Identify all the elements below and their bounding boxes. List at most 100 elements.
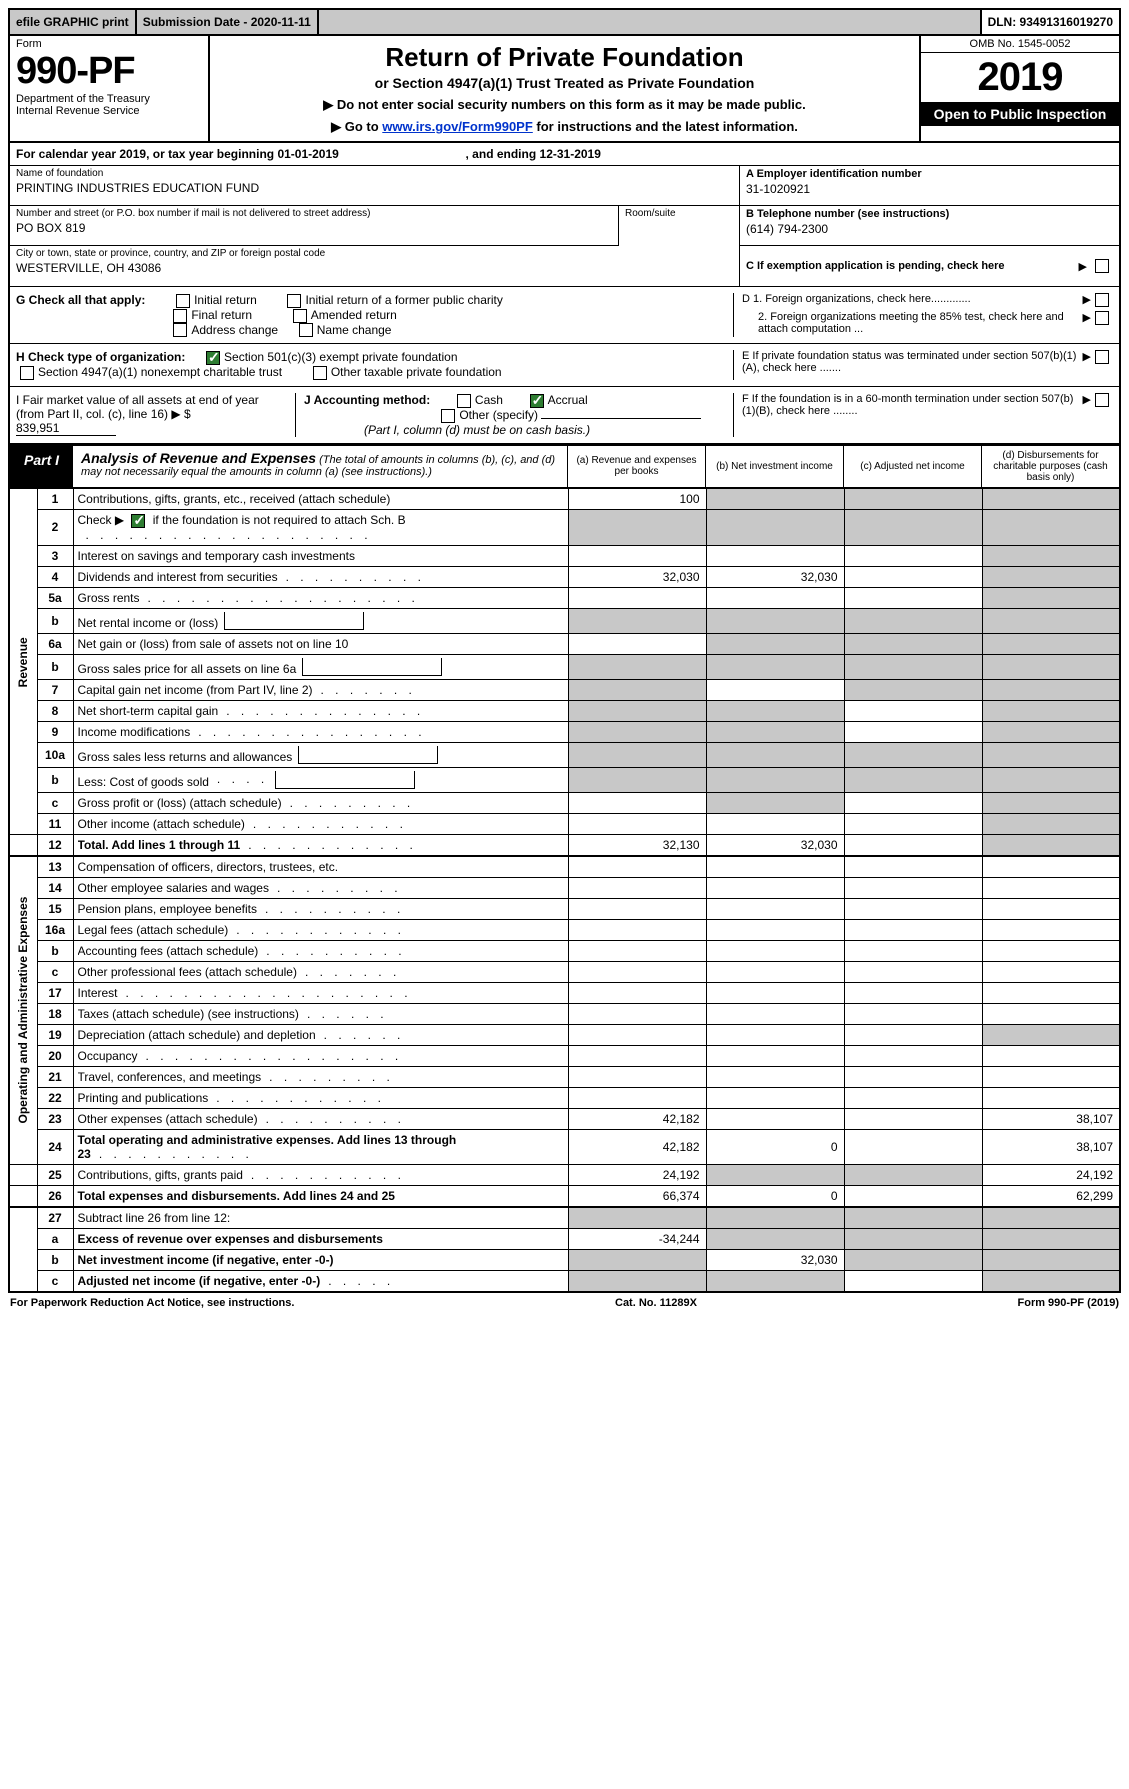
l9-text: Income modifications — [78, 725, 191, 739]
line-13: Operating and Administrative Expenses 13… — [9, 856, 1120, 878]
l11-a — [568, 813, 706, 834]
calyear-end: , and ending 12-31-2019 — [466, 147, 601, 161]
l21-a — [568, 1066, 706, 1087]
line-10a: 10a Gross sales less returns and allowan… — [9, 742, 1120, 767]
l13-a — [568, 856, 706, 878]
tax-year: 2019 — [921, 53, 1119, 102]
501c3-checkbox[interactable] — [206, 351, 220, 365]
l10c-d — [982, 792, 1120, 813]
l12-a: 32,130 — [568, 834, 706, 856]
d1-checkbox[interactable] — [1095, 293, 1109, 307]
d2-checkbox[interactable] — [1095, 311, 1109, 325]
l2-d — [982, 509, 1120, 545]
line-4: 4 Dividends and interest from securities… — [9, 566, 1120, 587]
l21-text: Travel, conferences, and meetings — [78, 1070, 262, 1084]
line-23: 23 Other expenses (attach schedule). . .… — [9, 1108, 1120, 1129]
l12-b: 32,030 — [706, 834, 844, 856]
amended-checkbox[interactable] — [293, 309, 307, 323]
f-checkbox[interactable] — [1095, 393, 1109, 407]
l5a-c — [844, 587, 982, 608]
l22-text: Printing and publications — [78, 1091, 209, 1105]
other-method-checkbox[interactable] — [441, 409, 455, 423]
line-9: 9 Income modifications. . . . . . . . . … — [9, 721, 1120, 742]
opt-namechg: Name change — [317, 323, 392, 337]
l5a-desc: Gross rents. . . . . . . . . . . . . . .… — [73, 587, 568, 608]
l8-num: 8 — [37, 700, 73, 721]
irs-link[interactable]: www.irs.gov/Form990PF — [382, 119, 533, 134]
l23-b — [706, 1108, 844, 1129]
l8-b — [706, 700, 844, 721]
line-15: 15 Pension plans, employee benefits. . .… — [9, 898, 1120, 919]
footer-left: For Paperwork Reduction Act Notice, see … — [10, 1297, 294, 1309]
4947-checkbox[interactable] — [20, 366, 34, 380]
h-opt2: Section 4947(a)(1) nonexempt charitable … — [38, 365, 282, 379]
l23-desc: Other expenses (attach schedule). . . . … — [73, 1108, 568, 1129]
l2-desc: Check ▶ if the foundation is not require… — [73, 509, 568, 545]
l15-d — [982, 898, 1120, 919]
l21-desc: Travel, conferences, and meetings. . . .… — [73, 1066, 568, 1087]
l5a-b — [706, 587, 844, 608]
line-10b: b Less: Cost of goods sold. . . . — [9, 767, 1120, 792]
opt-initial: Initial return — [194, 293, 257, 307]
l16c-num: c — [37, 961, 73, 982]
l16b-d — [982, 940, 1120, 961]
fmv-value: 839,951 — [16, 421, 116, 436]
l27a-c — [844, 1228, 982, 1249]
opt-amended: Amended return — [311, 308, 397, 322]
l7-text: Capital gain net income (from Part IV, l… — [78, 683, 313, 697]
l10c-b — [706, 792, 844, 813]
l12-num: 12 — [37, 834, 73, 856]
l11-num: 11 — [37, 813, 73, 834]
l27b-desc: Net investment income (if negative, ente… — [73, 1249, 568, 1270]
l9-num: 9 — [37, 721, 73, 742]
l15-a — [568, 898, 706, 919]
l18-d — [982, 1003, 1120, 1024]
l16b-num: b — [37, 940, 73, 961]
phone-label: B Telephone number (see instructions) — [746, 208, 1113, 220]
form-header: Form 990-PF Department of the Treasury I… — [8, 36, 1121, 143]
l21-d — [982, 1066, 1120, 1087]
l23-d: 38,107 — [982, 1108, 1120, 1129]
open-public-label: Open to Public Inspection — [921, 102, 1119, 126]
l6a-c — [844, 633, 982, 654]
l24-c — [844, 1129, 982, 1164]
l20-desc: Occupancy. . . . . . . . . . . . . . . .… — [73, 1045, 568, 1066]
final-return-checkbox[interactable] — [173, 309, 187, 323]
l18-b — [706, 1003, 844, 1024]
l7-d — [982, 679, 1120, 700]
l26-spacer — [9, 1185, 37, 1207]
l12-spacer — [9, 834, 37, 856]
initial-former-checkbox[interactable] — [287, 294, 301, 308]
l7-a — [568, 679, 706, 700]
l16a-text: Legal fees (attach schedule) — [78, 923, 229, 937]
l23-a: 42,182 — [568, 1108, 706, 1129]
l10a-box — [298, 746, 438, 764]
l10c-c — [844, 792, 982, 813]
c-label: C If exemption application is pending, c… — [746, 260, 1075, 272]
page-footer: For Paperwork Reduction Act Notice, see … — [8, 1293, 1121, 1313]
other-specify-line — [541, 418, 701, 419]
l10a-desc: Gross sales less returns and allowances — [73, 742, 568, 767]
l10c-text: Gross profit or (loss) (attach schedule) — [78, 796, 282, 810]
l8-d — [982, 700, 1120, 721]
c-checkbox[interactable] — [1095, 259, 1109, 273]
other-taxable-checkbox[interactable] — [313, 366, 327, 380]
cash-checkbox[interactable] — [457, 394, 471, 408]
l22-d — [982, 1087, 1120, 1108]
section-h: H Check type of organization: Section 50… — [16, 350, 733, 380]
initial-return-checkbox[interactable] — [176, 294, 190, 308]
l17-a — [568, 982, 706, 1003]
l1-a: 100 — [568, 489, 706, 510]
e-checkbox[interactable] — [1095, 350, 1109, 364]
address-change-checkbox[interactable] — [173, 323, 187, 337]
l2-checkbox[interactable] — [131, 514, 145, 528]
form-title: Return of Private Foundation — [216, 42, 913, 73]
l6b-box — [302, 658, 442, 676]
l10b-num: b — [37, 767, 73, 792]
l27-spacer — [9, 1207, 37, 1292]
name-change-checkbox[interactable] — [299, 323, 313, 337]
l1-num: 1 — [37, 489, 73, 510]
l12-text: Total. Add lines 1 through 11 — [78, 838, 241, 852]
l19-num: 19 — [37, 1024, 73, 1045]
accrual-checkbox[interactable] — [530, 394, 544, 408]
